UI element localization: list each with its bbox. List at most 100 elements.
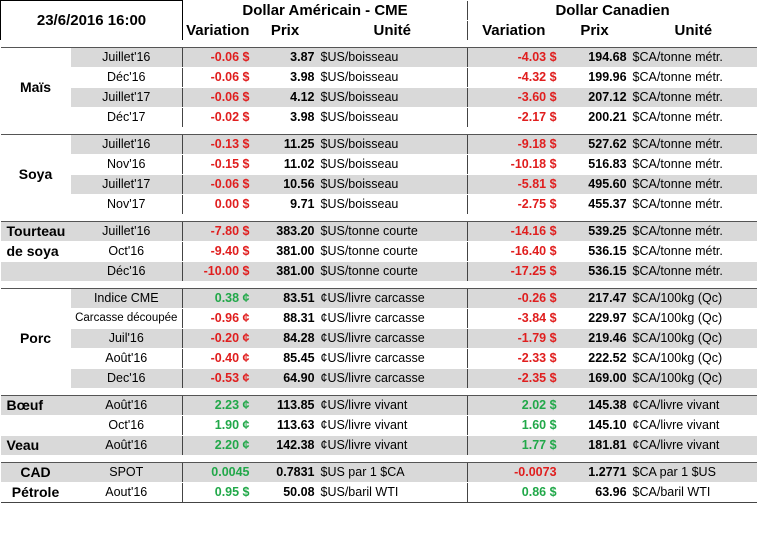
ca-price-cell: 194.68 (559, 47, 630, 68)
ca-unit-cell: $CA/100kg (Qc) (629, 328, 757, 349)
label-spacer (0, 415, 71, 436)
us-variation-cell: -0.15 $ (182, 154, 253, 175)
ca-variation-cell: 2.02 $ (467, 395, 560, 416)
us-variation-cell: -0.20 ¢ (182, 328, 253, 349)
ca-unit-cell: $CA/100kg (Qc) (629, 368, 757, 389)
ca-unit-cell: $CA/tonne métr. (629, 67, 757, 88)
us-unit-cell: ¢US/livre vivant (317, 415, 468, 436)
table-row: Juil'16 -0.20 ¢ 84.28 ¢US/livre carcasse… (1, 328, 757, 349)
ca-unit-cell: $CA/baril WTI (629, 482, 757, 503)
commodity-label-soya: Soya (0, 134, 71, 215)
us-variation-cell: -0.06 $ (182, 174, 253, 195)
commodity-label-petrole: Pétrole (0, 482, 71, 503)
period-cell: Indice CME (70, 288, 183, 309)
ca-price-cell: 536.15 (559, 261, 630, 282)
ca-variation-cell: -16.40 $ (467, 241, 560, 262)
ca-price-cell: 200.21 (559, 107, 630, 128)
us-price-cell: 83.51 (252, 288, 318, 309)
commodity-price-table: 23/6/2016 16:00 Dollar Américain - CME D… (0, 0, 757, 503)
table-row: Tourteau Juillet'16 -7.80 $ 383.20 $US/t… (0, 221, 757, 242)
us-price-cell: 50.08 (252, 482, 318, 503)
us-price-cell: 113.63 (252, 415, 318, 436)
group-heading-usd: Dollar Américain - CME (182, 0, 468, 21)
period-cell: Oct'16 (70, 415, 183, 436)
ca-price-cell: 222.52 (559, 348, 630, 369)
us-variation-cell: -0.06 $ (182, 87, 253, 108)
us-variation-cell: 0.0045 (182, 462, 253, 483)
period-cell: Juillet'17 (70, 174, 183, 195)
us-unit-cell: $US par 1 $CA (317, 462, 468, 483)
ca-variation-cell: -0.26 $ (467, 288, 560, 309)
us-variation-cell: 2.20 ¢ (182, 435, 253, 456)
ca-price-cell: 536.15 (559, 241, 630, 262)
ca-unit-cell: $CA/tonne métr. (629, 134, 757, 155)
period-cell: Juillet'16 (70, 221, 183, 242)
period-cell: Oct'16 (70, 241, 183, 262)
ca-price-cell: 207.12 (559, 87, 630, 108)
ca-price-cell: 1.2771 (559, 462, 630, 483)
ca-variation-cell: -2.17 $ (467, 107, 560, 128)
us-unit-cell: $US/boisseau (317, 87, 468, 108)
us-unit-cell: $US/boisseau (317, 134, 468, 155)
period-cell: Juillet'17 (70, 87, 183, 108)
commodity-label-mais: Maïs (0, 47, 71, 128)
ca-variation-cell: 0.86 $ (467, 482, 560, 503)
table-row: Déc'17 -0.02 $ 3.98 $US/boisseau -2.17 $… (1, 107, 757, 128)
ca-variation-cell: -2.33 $ (467, 348, 560, 369)
table-row: Veau Août'16 2.20 ¢ 142.38 ¢US/livre viv… (0, 435, 757, 456)
us-variation-cell: -7.80 $ (182, 221, 253, 242)
label-spacer (0, 261, 71, 282)
commodity-label-de-soya: de soya (0, 241, 71, 262)
period-cell: Août'16 (70, 395, 183, 416)
us-price-cell: 11.25 (252, 134, 318, 155)
column-header-unite-us: Unité (317, 20, 468, 41)
ca-price-cell: 217.47 (559, 288, 630, 309)
us-variation-cell: -0.40 ¢ (182, 348, 253, 369)
ca-unit-cell: $CA/tonne métr. (629, 194, 757, 215)
table-row: Bœuf Août'16 2.23 ¢ 113.85 ¢US/livre viv… (0, 395, 757, 416)
commodity-label-boeuf: Bœuf (0, 395, 71, 416)
us-price-cell: 85.45 (252, 348, 318, 369)
ca-variation-cell: -14.16 $ (467, 221, 560, 242)
table-row: Juillet'17 -0.06 $ 10.56 $US/boisseau -5… (1, 174, 757, 195)
table-row: Carcasse découpée -0.96 ¢ 88.31 ¢US/livr… (1, 308, 757, 329)
ca-variation-cell: -3.60 $ (467, 87, 560, 108)
us-variation-cell: -0.53 ¢ (182, 368, 253, 389)
ca-variation-cell: -4.03 $ (467, 47, 560, 68)
us-unit-cell: ¢US/livre carcasse (317, 348, 468, 369)
us-unit-cell: ¢US/livre carcasse (317, 308, 468, 329)
us-price-cell: 3.98 (252, 67, 318, 88)
ca-variation-cell: -17.25 $ (467, 261, 560, 282)
ca-unit-cell: $CA/tonne métr. (629, 87, 757, 108)
ca-price-cell: 527.62 (559, 134, 630, 155)
table-row: Nov'17 0.00 $ 9.71 $US/boisseau -2.75 $ … (1, 194, 757, 215)
us-variation-cell: 0.38 ¢ (182, 288, 253, 309)
us-unit-cell: $US/boisseau (317, 47, 468, 68)
table-row: Oct'16 1.90 ¢ 113.63 ¢US/livre vivant 1.… (0, 415, 757, 436)
ca-price-cell: 145.10 (559, 415, 630, 436)
ca-variation-cell: 1.77 $ (467, 435, 560, 456)
ca-variation-cell: 1.60 $ (467, 415, 560, 436)
period-cell: Nov'16 (70, 154, 183, 175)
us-price-cell: 381.00 (252, 261, 318, 282)
us-variation-cell: 0.95 $ (182, 482, 253, 503)
us-price-cell: 0.7831 (252, 462, 318, 483)
us-price-cell: 88.31 (252, 308, 318, 329)
ca-price-cell: 199.96 (559, 67, 630, 88)
report-datetime: 23/6/2016 16:00 (0, 0, 184, 41)
ca-price-cell: 539.25 (559, 221, 630, 242)
us-price-cell: 64.90 (252, 368, 318, 389)
table-row: Juillet'17 -0.06 $ 4.12 $US/boisseau -3.… (1, 87, 757, 108)
period-cell: Juil'16 (70, 328, 183, 349)
ca-variation-cell: -2.35 $ (467, 368, 560, 389)
table-row: Pétrole Aout'16 0.95 $ 50.08 $US/baril W… (0, 482, 757, 503)
table-row: de soya Oct'16 -9.40 $ 381.00 $US/tonne … (0, 241, 757, 262)
table-row: Porc Indice CME 0.38 ¢ 83.51 ¢US/livre c… (0, 288, 757, 389)
commodity-label-porc: Porc (0, 288, 71, 389)
ca-unit-cell: $CA/tonne métr. (629, 154, 757, 175)
column-header-prix-us: Prix (252, 20, 318, 41)
ca-unit-cell: $CA/100kg (Qc) (629, 308, 757, 329)
us-variation-cell: -10.00 $ (182, 261, 253, 282)
us-unit-cell: ¢US/livre carcasse (317, 288, 468, 309)
ca-unit-cell: $CA par 1 $US (629, 462, 757, 483)
